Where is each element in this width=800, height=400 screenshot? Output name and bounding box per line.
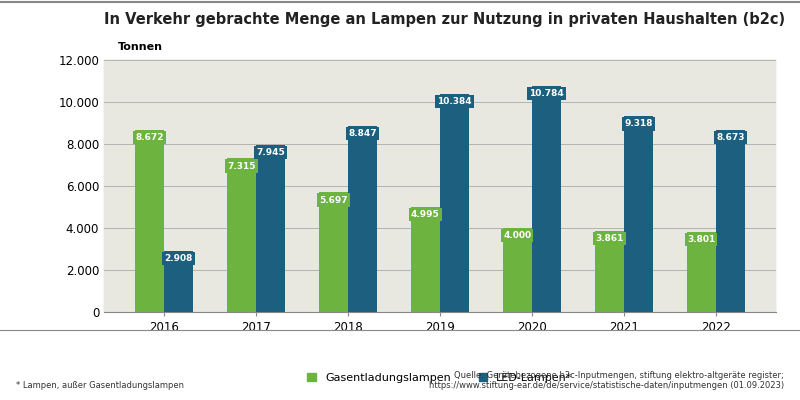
Bar	[104, 186, 776, 228]
Bar	[686, 232, 716, 312]
Bar	[716, 130, 746, 312]
Bar	[440, 94, 470, 312]
Text: 9.318: 9.318	[625, 120, 653, 128]
Bar	[104, 144, 776, 186]
Text: 8.847: 8.847	[349, 129, 377, 138]
Bar	[104, 102, 776, 144]
Bar	[594, 231, 624, 312]
Text: Quelle: Gerätebezogene b2c-Inputmengen, stiftung elektro-altgeräte register;
htt: Quelle: Gerätebezogene b2c-Inputmengen, …	[429, 370, 784, 390]
Bar	[104, 228, 776, 270]
Text: In Verkehr gebrachte Menge an Lampen zur Nutzung in privaten Haushalten (b2c): In Verkehr gebrachte Menge an Lampen zur…	[104, 12, 785, 27]
Text: 3.861: 3.861	[595, 234, 623, 243]
Text: 4.000: 4.000	[503, 231, 531, 240]
Bar	[104, 60, 776, 102]
Bar	[104, 270, 776, 312]
Text: 2.908: 2.908	[165, 254, 193, 263]
Bar	[502, 228, 532, 312]
Legend: Gasentladungslampen, LED-Lampen*: Gasentladungslampen, LED-Lampen*	[303, 368, 577, 387]
Bar	[348, 126, 378, 312]
Text: 5.697: 5.697	[319, 196, 347, 204]
Bar	[410, 207, 440, 312]
Text: 8.672: 8.672	[135, 133, 163, 142]
Bar	[226, 158, 256, 312]
Bar	[624, 116, 654, 312]
Bar	[104, 18, 776, 60]
Text: * Lampen, außer Gasentladungslampen: * Lampen, außer Gasentladungslampen	[16, 381, 184, 390]
Text: 10.384: 10.384	[438, 97, 472, 106]
Bar	[532, 86, 562, 312]
Text: 10.784: 10.784	[530, 89, 564, 98]
Text: 3.801: 3.801	[687, 235, 715, 244]
Text: 7.945: 7.945	[256, 148, 285, 157]
Bar	[318, 192, 348, 312]
Bar	[164, 251, 194, 312]
Bar	[256, 145, 286, 312]
Text: 4.995: 4.995	[411, 210, 440, 219]
Text: Tonnen: Tonnen	[118, 42, 163, 52]
Bar	[134, 130, 164, 312]
Text: 8.673: 8.673	[717, 133, 745, 142]
Text: 7.315: 7.315	[227, 162, 255, 170]
